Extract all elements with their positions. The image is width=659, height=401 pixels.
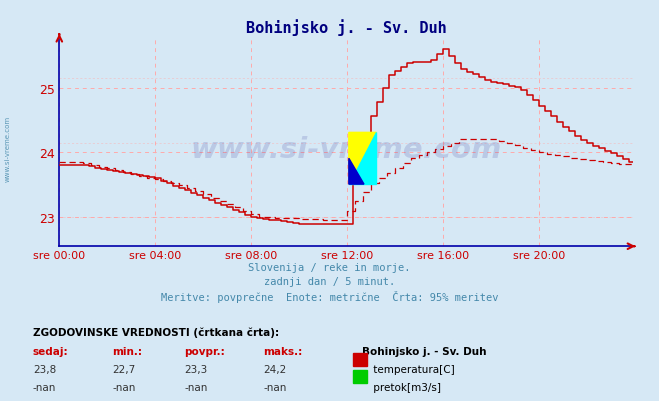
Text: povpr.:: povpr.:	[185, 346, 225, 356]
Text: -nan: -nan	[112, 382, 135, 392]
Title: Bohinjsko j. - Sv. Duh: Bohinjsko j. - Sv. Duh	[246, 19, 446, 36]
Bar	[353, 371, 367, 383]
Text: ZGODOVINSKE VREDNOSTI (črtkana črta):: ZGODOVINSKE VREDNOSTI (črtkana črta):	[33, 326, 279, 337]
Polygon shape	[349, 133, 376, 184]
Text: maks.:: maks.:	[264, 346, 303, 356]
Polygon shape	[349, 159, 364, 184]
Text: -nan: -nan	[264, 382, 287, 392]
Text: Slovenija / reke in morje.: Slovenija / reke in morje.	[248, 263, 411, 273]
Text: zadnji dan / 5 minut.: zadnji dan / 5 minut.	[264, 276, 395, 286]
Text: Meritve: povprečne  Enote: metrične  Črta: 95% meritev: Meritve: povprečne Enote: metrične Črta:…	[161, 290, 498, 302]
Text: 23,3: 23,3	[185, 364, 208, 374]
Polygon shape	[349, 133, 376, 184]
Bar	[353, 353, 367, 366]
Text: Bohinjsko j. - Sv. Duh: Bohinjsko j. - Sv. Duh	[362, 346, 487, 356]
Text: pretok[m3/s]: pretok[m3/s]	[370, 382, 442, 392]
Text: 23,8: 23,8	[33, 364, 56, 374]
Text: min.:: min.:	[112, 346, 142, 356]
Text: -nan: -nan	[185, 382, 208, 392]
Text: www.si-vreme.com: www.si-vreme.com	[190, 136, 501, 164]
Text: temperatura[C]: temperatura[C]	[370, 364, 455, 374]
Text: 24,2: 24,2	[264, 364, 287, 374]
Text: -nan: -nan	[33, 382, 56, 392]
Text: 22,7: 22,7	[112, 364, 135, 374]
Text: www.si-vreme.com: www.si-vreme.com	[5, 115, 11, 181]
Text: sedaj:: sedaj:	[33, 346, 69, 356]
